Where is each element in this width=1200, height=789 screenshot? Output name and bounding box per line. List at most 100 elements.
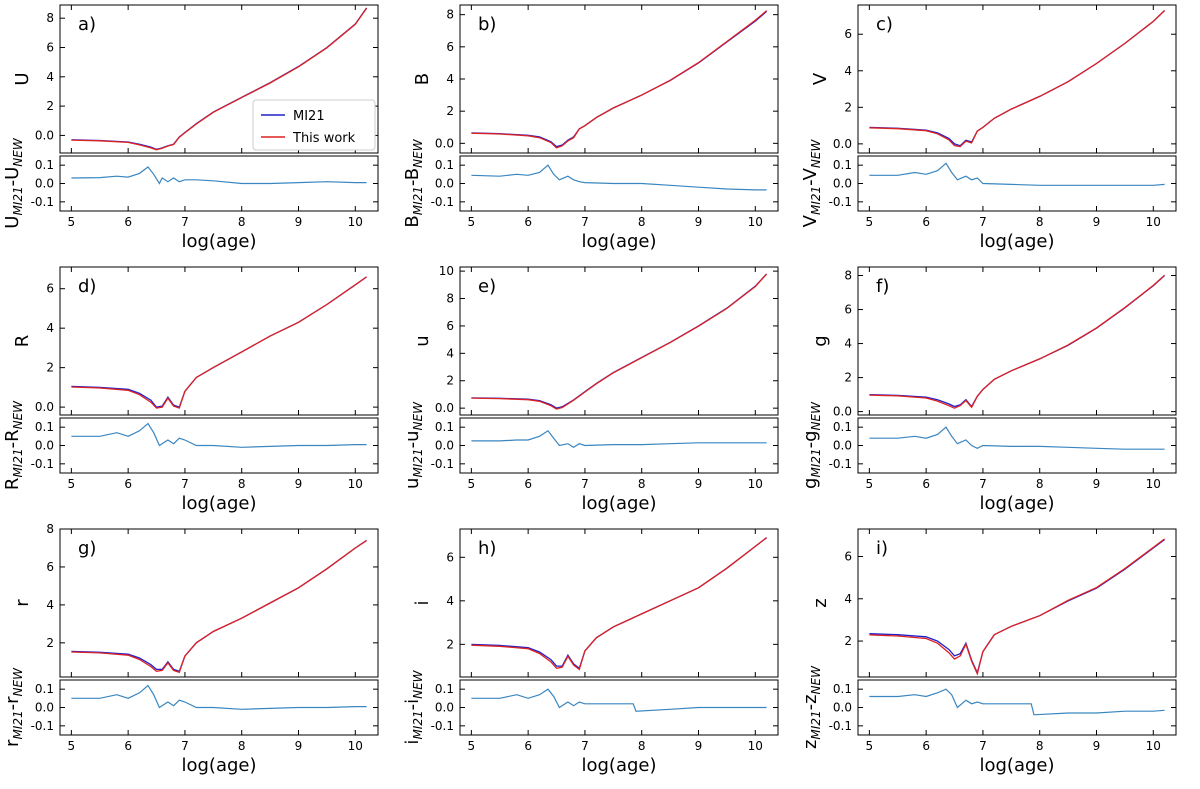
- y-tick-label: 6: [844, 549, 852, 563]
- y-tick-label: 4: [844, 592, 852, 606]
- x-tick-label: 10: [748, 739, 763, 753]
- panel-label: g): [78, 538, 96, 559]
- res-y-tick-label: 0.0: [435, 177, 454, 191]
- main-plot-frame: [459, 528, 779, 678]
- res-y-tick-label: 0.1: [35, 158, 54, 172]
- main-plot-frame: [857, 4, 1177, 154]
- res-y-tick-label: 0.0: [833, 439, 852, 453]
- label-subscript: MI21: [411, 448, 425, 477]
- x-tick-label: 9: [295, 477, 303, 491]
- series-line-mi21: [71, 539, 367, 673]
- x-tick-label: 7: [181, 477, 189, 491]
- y-axis-label: U: [12, 72, 33, 85]
- res-y-tick-label: -0.1: [829, 719, 852, 733]
- label-subscript: NEW: [809, 139, 823, 169]
- x-tick-label: 5: [68, 477, 76, 491]
- panel-label: a): [78, 14, 96, 35]
- res-y-tick-label: 0.0: [35, 177, 54, 191]
- x-tick-label: 7: [581, 215, 589, 229]
- y-axis-label: V: [810, 72, 831, 85]
- label-text: -r: [2, 696, 23, 710]
- label-text: -U: [2, 167, 23, 187]
- series-line-this-work: [471, 273, 768, 410]
- y-tick-label: 6: [844, 303, 852, 317]
- res-y-tick-label: 0.0: [435, 439, 454, 453]
- y-tick-label: 2: [46, 361, 54, 375]
- series-line-residual: [869, 688, 1165, 716]
- residual-plot-frame: [857, 679, 1177, 736]
- panel-i: 246-0.10.00.15 6 7 8 9 10i)zzMI21-zNEWlog(age…: [800, 528, 1177, 776]
- x-tick-label: 10: [1146, 215, 1161, 229]
- x-axis-label: log(age): [581, 231, 656, 252]
- series-line-this-work: [71, 276, 367, 409]
- residual-y-axis-label: BMI21-BNEW: [402, 138, 425, 227]
- y-tick-label: 6: [446, 550, 454, 564]
- series-line-this-work: [869, 538, 1165, 676]
- y-tick-label: 6: [446, 319, 454, 333]
- series-line-residual: [869, 162, 1165, 186]
- y-tick-label: 2: [446, 104, 454, 118]
- label-subscript: NEW: [809, 401, 823, 431]
- x-tick-label: 9: [295, 739, 303, 753]
- series-line-residual: [71, 684, 367, 710]
- residual-plot-frame: [857, 417, 1177, 474]
- res-y-tick-label: 0.0: [35, 439, 54, 453]
- panel-h: 246-0.10.00.15 6 7 8 9 10h)iiMI21-iNEWlog(age…: [402, 528, 779, 776]
- x-tick-label: 10: [748, 477, 763, 491]
- res-y-tick-label: -0.1: [829, 195, 852, 209]
- res-y-tick-label: 0.0: [833, 177, 852, 191]
- x-tick-label: 6: [524, 477, 532, 491]
- residual-y-axis-label: zMI21-zNEW: [800, 665, 823, 749]
- label-text: z: [800, 740, 821, 749]
- x-axis-label: log(age): [979, 755, 1054, 776]
- series-line-residual: [869, 426, 1165, 450]
- x-tick-label: 6: [922, 215, 930, 229]
- x-tick-label: 6: [524, 215, 532, 229]
- y-tick-label: 4: [46, 70, 54, 84]
- y-tick-label: 4: [844, 337, 852, 351]
- x-tick-label: 6: [124, 477, 132, 491]
- y-axis-label: i: [412, 600, 433, 605]
- y-tick-label: 4: [46, 321, 54, 335]
- panel-label: e): [478, 276, 496, 297]
- series-line-residual: [471, 164, 767, 191]
- series-line-residual: [471, 429, 767, 449]
- y-tick-label: 0.0: [833, 137, 852, 151]
- x-tick-label: 7: [181, 739, 189, 753]
- x-tick-label: 10: [1146, 739, 1161, 753]
- res-y-tick-label: 0.1: [833, 420, 852, 434]
- x-axis-label: log(age): [181, 493, 256, 514]
- x-tick-label: 8: [1036, 739, 1044, 753]
- res-y-tick-label: -0.1: [829, 457, 852, 471]
- panel-label: i): [876, 538, 888, 559]
- res-y-tick-label: -0.1: [431, 719, 454, 733]
- res-y-tick-label: 0.1: [833, 682, 852, 696]
- res-y-tick-label: -0.1: [31, 719, 54, 733]
- series-line-mi21: [869, 275, 1166, 408]
- x-tick-label: 7: [979, 477, 987, 491]
- label-text: -R: [2, 429, 23, 448]
- x-axis-label: log(age): [581, 493, 656, 514]
- y-tick-label: 0.0: [435, 136, 454, 150]
- residual-y-axis-label: gMI21-gNEW: [800, 401, 823, 489]
- main-plot-frame: [459, 4, 779, 154]
- y-axis-label: R: [12, 335, 33, 348]
- residual-y-axis-label: VMI21-VNEW: [800, 139, 823, 228]
- x-tick-label: 9: [695, 477, 703, 491]
- x-tick-label: 8: [1036, 477, 1044, 491]
- label-subscript: MI21: [11, 448, 25, 477]
- y-tick-label: 6: [46, 560, 54, 574]
- res-y-tick-label: 0.1: [435, 158, 454, 172]
- x-tick-label: 7: [181, 215, 189, 229]
- label-subscript: NEW: [411, 138, 425, 168]
- x-tick-label: 10: [348, 739, 363, 753]
- series-line-this-work: [471, 537, 767, 671]
- panel-label: h): [478, 538, 496, 559]
- res-y-tick-label: -0.1: [431, 457, 454, 471]
- y-tick-label: 8: [446, 292, 454, 306]
- legend-entry-label: MI21: [293, 109, 325, 124]
- res-y-tick-label: 0.1: [35, 420, 54, 434]
- res-y-tick-label: 0.1: [435, 420, 454, 434]
